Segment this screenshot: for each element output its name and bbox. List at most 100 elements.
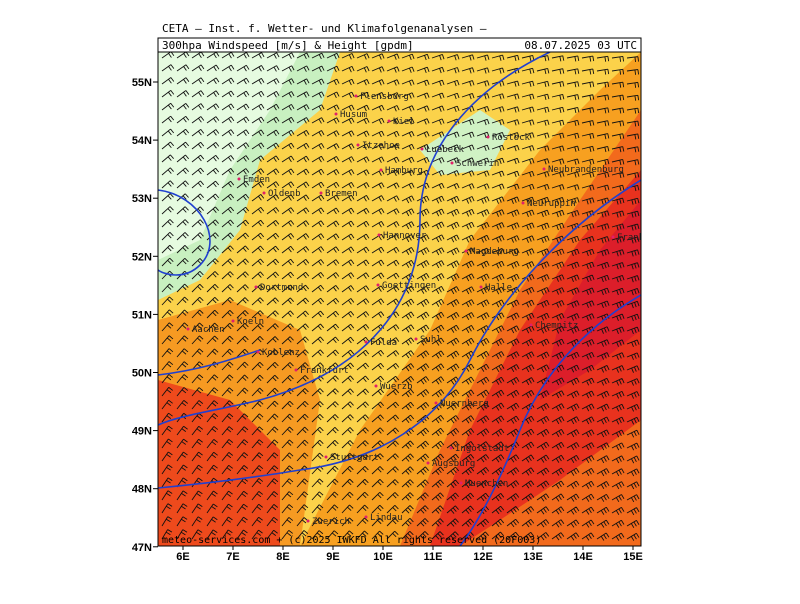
wind-barb: [476, 376, 490, 385]
wind-barb: [356, 414, 369, 423]
wind-barb: [566, 454, 580, 463]
city-marker: [306, 519, 310, 523]
wind-barb: [476, 454, 490, 463]
wind-barb: [266, 194, 280, 202]
wind-barb: [596, 300, 610, 309]
wind-barb: [191, 154, 205, 163]
wind-barb: [176, 245, 189, 254]
wind-barb: [176, 90, 190, 98]
wind-barb: [626, 365, 640, 373]
wind-barb: [356, 156, 370, 163]
wind-barb: [356, 130, 370, 137]
wind-barb: [236, 219, 250, 228]
wind-barb: [251, 478, 264, 488]
wind-barb: [341, 143, 355, 150]
city-marker: [379, 168, 383, 172]
wind-barb: [581, 120, 595, 127]
wind-barb: [581, 403, 595, 412]
wind-barb: [266, 310, 279, 319]
wind-barb: [176, 115, 190, 124]
wind-barb: [521, 248, 535, 256]
wind-barb: [401, 453, 414, 462]
wind-barb: [326, 375, 339, 384]
wind-barb: [551, 261, 565, 269]
wind-barb: [281, 478, 294, 488]
wind-barb: [476, 273, 490, 282]
wind-barb: [446, 440, 460, 450]
wind-barb: [371, 298, 385, 306]
wind-barb: [446, 479, 460, 488]
wind-barb: [431, 518, 444, 527]
wind-barb: [476, 222, 490, 230]
wind-barb: [566, 248, 580, 257]
wind-barb: [581, 416, 595, 425]
wind-barb: [326, 168, 340, 176]
wind-barb: [191, 193, 204, 202]
wind-barb: [386, 530, 399, 540]
city-label: Hamburg: [385, 166, 423, 176]
wind-barb: [296, 168, 310, 176]
wind-barb: [221, 413, 234, 423]
wind-barb: [626, 172, 640, 179]
wind-barb: [611, 249, 625, 257]
wind-barb: [386, 195, 400, 202]
wind-barb: [581, 364, 595, 373]
wind-barb: [626, 468, 640, 477]
wind-barb: [356, 388, 369, 397]
wind-barb: [251, 168, 265, 176]
wind-barb: [236, 90, 250, 98]
city-marker: [611, 235, 615, 239]
city-label: Kiel: [393, 117, 415, 127]
wind-barb: [596, 416, 610, 425]
wind-barb: [581, 493, 595, 502]
wind-barb: [611, 171, 625, 179]
wind-barb: [581, 55, 595, 62]
wind-barb: [506, 54, 520, 61]
wind-barb: [371, 130, 385, 138]
wind-barb: [191, 374, 204, 384]
wind-barb: [461, 118, 475, 126]
wind-barb: [266, 452, 279, 462]
wind-barb: [236, 155, 250, 163]
wind-barb: [386, 492, 399, 501]
wind-barb: [551, 106, 565, 113]
wind-barb: [311, 517, 324, 527]
wind-barb: [341, 375, 354, 384]
wind-barb: [191, 219, 204, 228]
wind-barb: [296, 246, 310, 254]
wind-barb: [506, 312, 520, 321]
wind-barb: [521, 80, 535, 87]
wind-barb: [221, 439, 234, 449]
wind-barb: [446, 492, 459, 501]
wind-barb: [371, 66, 385, 73]
wind-barb: [296, 129, 310, 137]
wind-barb: [596, 481, 610, 490]
wind-barb: [551, 158, 565, 165]
wind-barb: [536, 467, 550, 476]
wind-barb: [626, 391, 640, 399]
city-label: Oldenb: [268, 189, 301, 199]
wind-barb: [431, 182, 445, 190]
wind-barb: [311, 233, 325, 241]
wind-barb: [626, 300, 640, 309]
wind-barb: [251, 323, 264, 332]
city-label: Muenchen: [465, 479, 508, 489]
wind-barb: [386, 375, 400, 384]
wind-barb: [386, 388, 400, 397]
wind-barb: [341, 181, 355, 189]
wind-barb: [596, 120, 610, 127]
wind-barb: [461, 531, 474, 540]
wind-barb: [491, 454, 505, 463]
wind-barb: [386, 234, 400, 241]
wind-barb: [311, 452, 324, 462]
wind-barb: [401, 376, 415, 385]
wind-barb: [221, 245, 234, 254]
wind-barb: [401, 440, 414, 449]
wind-barb: [386, 156, 400, 164]
wind-barb: [176, 64, 190, 72]
wind-barb: [521, 415, 535, 424]
wind-barb: [491, 338, 505, 347]
wind-barb: [281, 336, 294, 345]
latitude-label: 47N: [132, 542, 152, 554]
wind-barb: [401, 324, 415, 333]
